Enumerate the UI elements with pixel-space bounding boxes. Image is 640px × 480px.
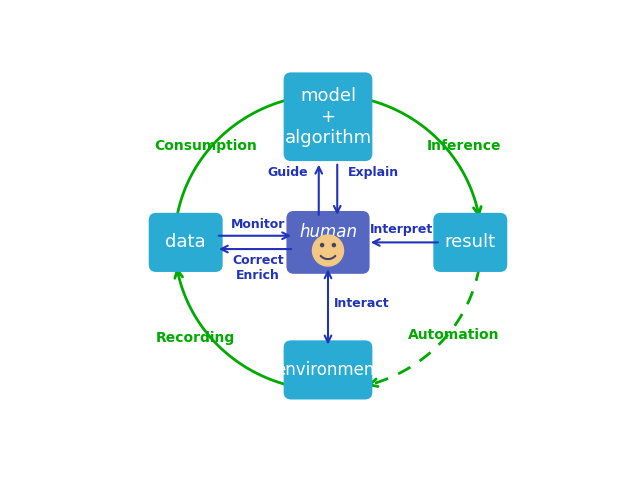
Text: Correct
Enrich: Correct Enrich bbox=[232, 254, 284, 282]
FancyBboxPatch shape bbox=[287, 211, 369, 274]
Circle shape bbox=[321, 243, 324, 247]
FancyBboxPatch shape bbox=[148, 213, 223, 272]
FancyBboxPatch shape bbox=[284, 72, 372, 161]
Text: Monitor: Monitor bbox=[230, 218, 285, 231]
Text: Inference: Inference bbox=[428, 139, 502, 153]
Text: environment: environment bbox=[275, 361, 381, 379]
Text: Explain: Explain bbox=[348, 166, 399, 179]
Circle shape bbox=[312, 235, 344, 266]
Text: Interact: Interact bbox=[333, 297, 389, 310]
Text: data: data bbox=[165, 233, 206, 252]
Text: model
+
algorithm: model + algorithm bbox=[284, 87, 372, 146]
Text: Recording: Recording bbox=[156, 332, 236, 346]
Text: Guide: Guide bbox=[267, 166, 308, 179]
Text: Interpret: Interpret bbox=[371, 223, 433, 236]
Text: result: result bbox=[445, 233, 496, 252]
FancyBboxPatch shape bbox=[284, 340, 372, 399]
Text: human: human bbox=[299, 223, 357, 241]
Text: Consumption: Consumption bbox=[154, 139, 257, 153]
Text: Automation: Automation bbox=[408, 328, 500, 342]
Circle shape bbox=[332, 243, 335, 247]
FancyBboxPatch shape bbox=[433, 213, 508, 272]
